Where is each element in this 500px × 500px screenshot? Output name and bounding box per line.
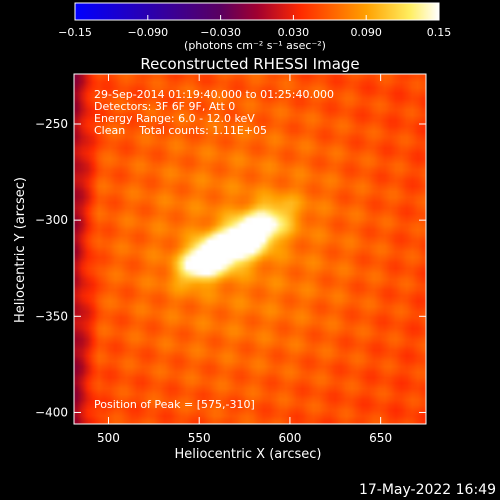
colorbar-tick-label: −0.090 bbox=[127, 26, 168, 39]
plot-frame bbox=[73, 73, 427, 425]
time-range-annotation: 29-Sep-2014 01:19:40.000 to 01:25:40.000 bbox=[94, 88, 334, 101]
colorbar-tick-label: −0.15 bbox=[58, 26, 92, 39]
x-axis-label: Heliocentric X (arcsec) bbox=[175, 447, 322, 462]
footer-date: 17-May-2022 16:49 bbox=[359, 482, 496, 498]
clean-counts-annotation: Clean Total counts: 1.11E+05 bbox=[94, 124, 267, 137]
y-axis-label: Heliocentric Y (arcsec) bbox=[13, 177, 28, 323]
colorbar bbox=[74, 2, 440, 21]
chart-title: Reconstructed RHESSI Image bbox=[140, 55, 359, 73]
y-tick-label: −350 bbox=[35, 309, 68, 323]
y-tick-label: −300 bbox=[35, 213, 68, 227]
x-tick-label: 650 bbox=[369, 431, 392, 445]
axis-ticks: 500 550 600 650 −250 −300 −350 −400 bbox=[35, 74, 426, 445]
peak-position-annotation: Position of Peak = [575,-310] bbox=[94, 398, 255, 411]
colorbar-ticks: −0.15 −0.090 −0.030 0.030 0.090 0.15 bbox=[58, 15, 451, 39]
y-tick-label: −400 bbox=[35, 405, 68, 419]
colorbar-tick-label: −0.030 bbox=[200, 26, 241, 39]
energy-range-annotation: Energy Range: 6.0 - 12.0 keV bbox=[94, 112, 255, 125]
detectors-annotation: Detectors: 3F 6F 9F, Att 0 bbox=[94, 100, 235, 113]
x-tick-label: 550 bbox=[188, 431, 211, 445]
colorbar-unit-label: (photons cm⁻² s⁻¹ asec⁻²) bbox=[184, 39, 326, 52]
x-tick-label: 500 bbox=[97, 431, 120, 445]
colorbar-tick-label: 0.090 bbox=[350, 26, 382, 39]
plot-area bbox=[74, 74, 426, 424]
colorbar-tick-label: 0.030 bbox=[278, 26, 310, 39]
heatmap-image bbox=[74, 74, 426, 424]
x-tick-label: 600 bbox=[278, 431, 301, 445]
y-tick-label: −250 bbox=[35, 117, 68, 131]
colorbar-tick-label: 0.15 bbox=[427, 26, 452, 39]
